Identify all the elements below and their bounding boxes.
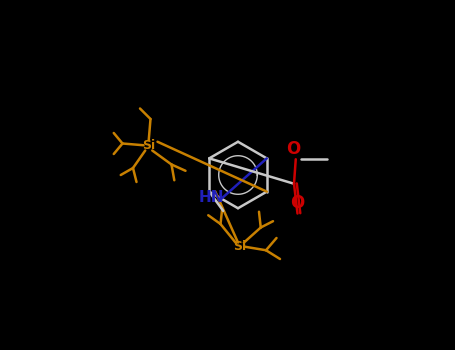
Text: HN: HN	[199, 190, 224, 205]
Text: Si: Si	[142, 139, 155, 152]
Text: Si: Si	[233, 240, 246, 253]
Text: O: O	[286, 140, 300, 159]
Text: O: O	[290, 194, 305, 212]
